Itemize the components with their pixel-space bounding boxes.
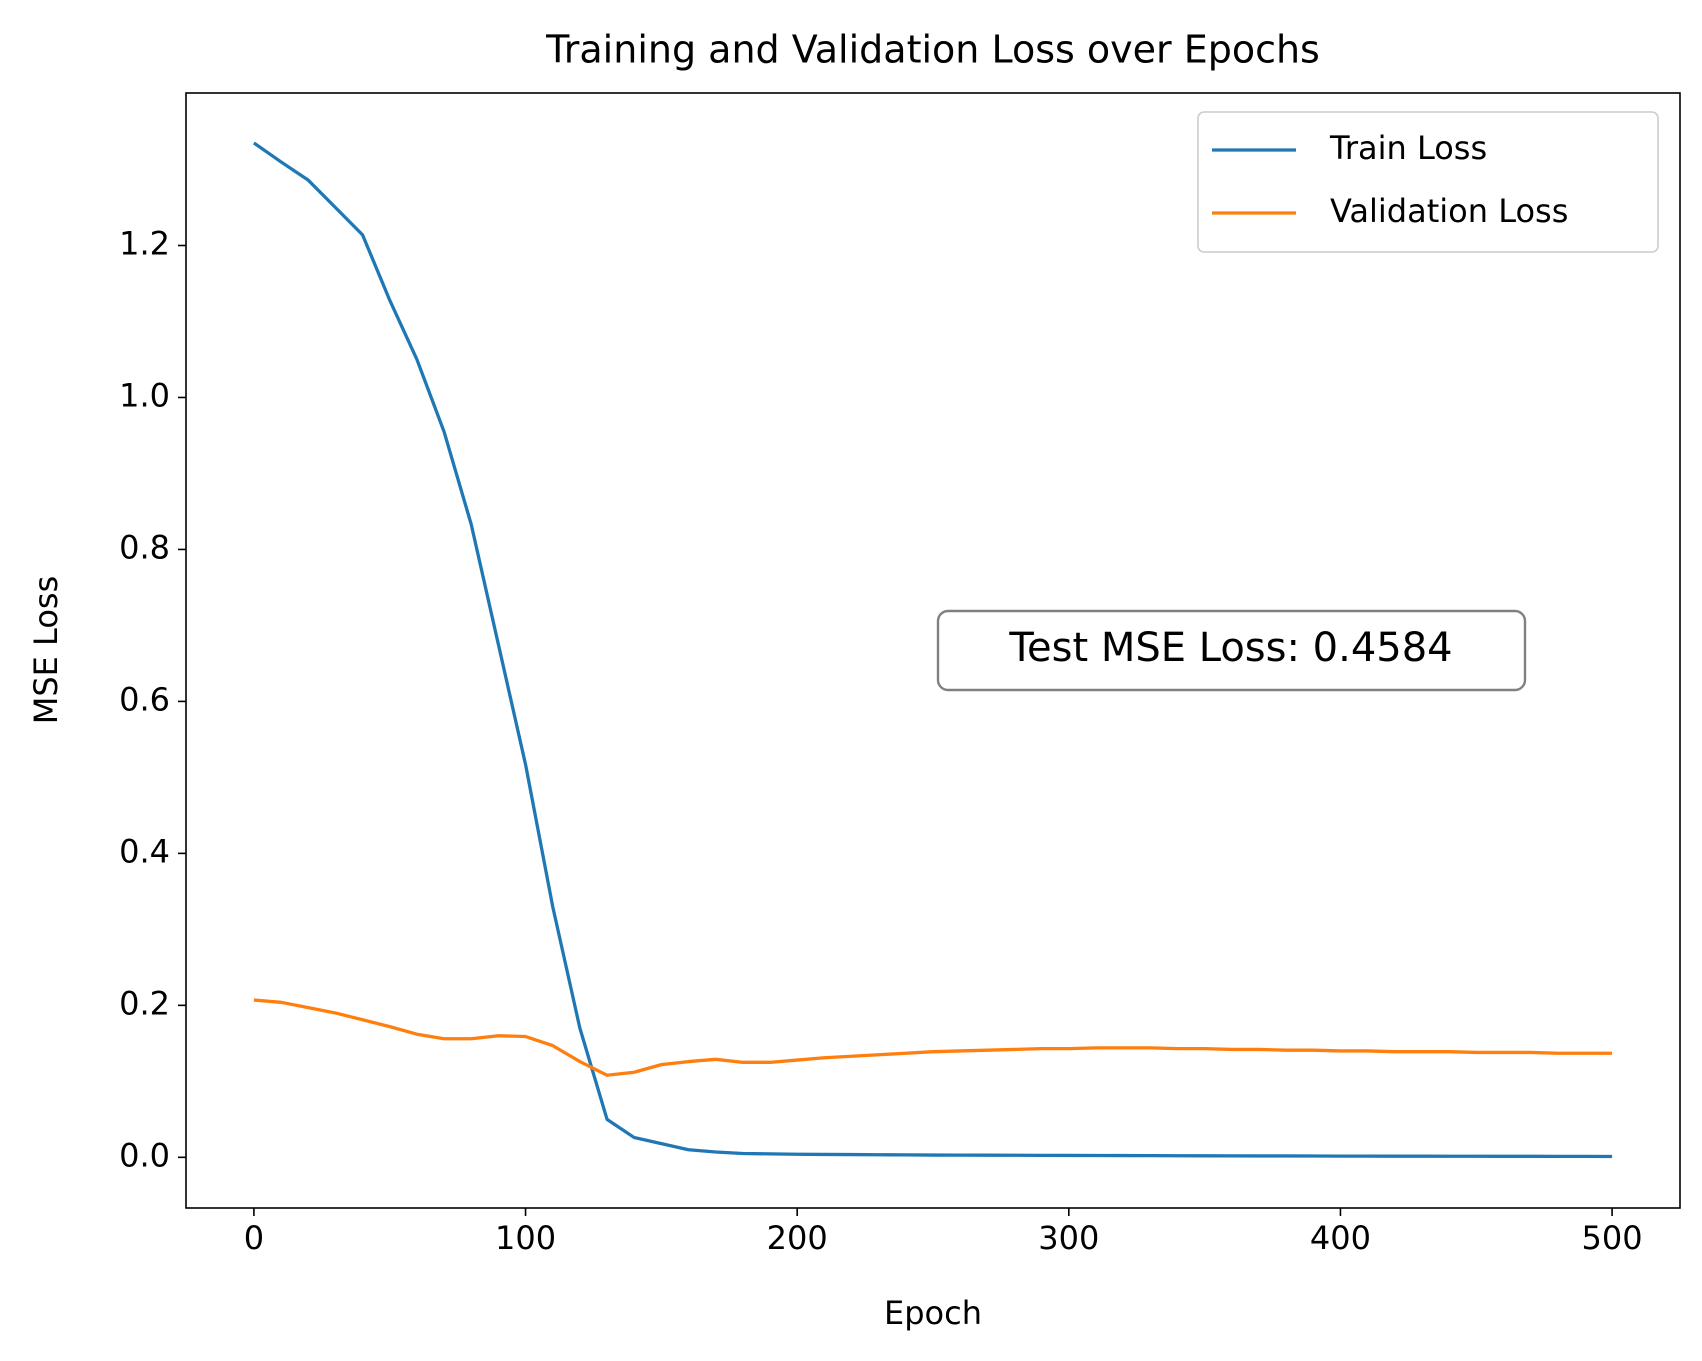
- y-tick-label: 1.2: [119, 225, 170, 263]
- y-tick-label: 0.8: [119, 528, 170, 566]
- x-tick-label: 500: [1582, 1219, 1643, 1257]
- legend-box: [1197, 111, 1659, 253]
- chart-title: Training and Validation Loss over Epochs: [545, 28, 1320, 72]
- y-tick-label: 1.0: [119, 376, 170, 414]
- x-tick-label: 100: [495, 1219, 556, 1257]
- plot-frame: [185, 92, 1681, 1209]
- annotation: Test MSE Loss: 0.4584: [936, 609, 1527, 692]
- y-tick-label: 0.0: [119, 1136, 170, 1174]
- y-tick-label: 0.2: [119, 984, 170, 1022]
- y-tick-label: 0.4: [119, 832, 170, 870]
- x-tick-label: 400: [1310, 1219, 1371, 1257]
- annotation-box: [936, 609, 1527, 692]
- annotation-text: Test MSE Loss: 0.4584: [1008, 625, 1452, 671]
- y-axis-label: MSE Loss: [27, 576, 65, 725]
- x-tick-label: 300: [1038, 1219, 1099, 1257]
- x-tick-label: 0: [244, 1219, 264, 1257]
- line-series: [252, 141, 1613, 1159]
- x-axis-label: Epoch: [884, 1294, 982, 1332]
- legend: Train Loss Validation Loss: [1197, 111, 1659, 253]
- legend-label: Validation Loss: [1330, 192, 1568, 230]
- y-tick-label: 0.6: [119, 680, 170, 718]
- legend-label: Train Loss: [1329, 129, 1487, 167]
- x-tick-label: 200: [767, 1219, 828, 1257]
- line-series: [253, 998, 1613, 1077]
